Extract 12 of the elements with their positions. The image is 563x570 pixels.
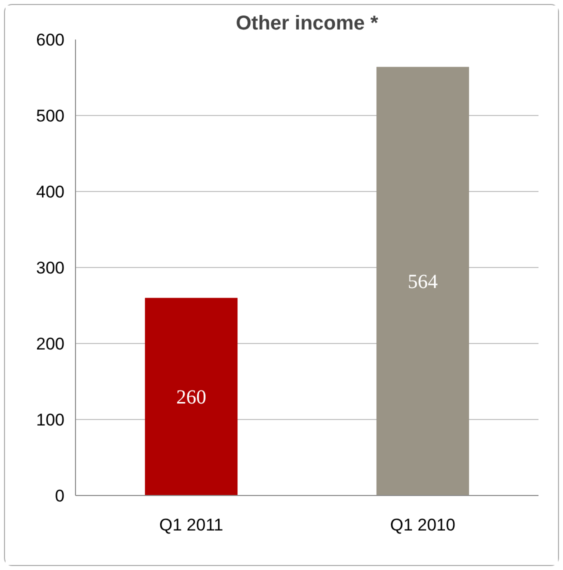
x-tick-label: Q1 2011 (159, 516, 224, 534)
y-tick-label: 600 (36, 30, 65, 50)
y-tick-label: 500 (36, 106, 65, 126)
y-tick-label: 100 (36, 410, 65, 430)
data-label: 260 (176, 386, 206, 409)
y-tick-label: 300 (36, 258, 65, 278)
x-tick-label: Q1 2010 (390, 516, 456, 534)
y-tick-label: 0 (55, 486, 65, 506)
y-tick-label: 200 (36, 334, 65, 354)
y-tick-label: 400 (36, 182, 65, 202)
data-label: 564 (408, 271, 438, 294)
chart-title: Other income * (236, 12, 378, 34)
